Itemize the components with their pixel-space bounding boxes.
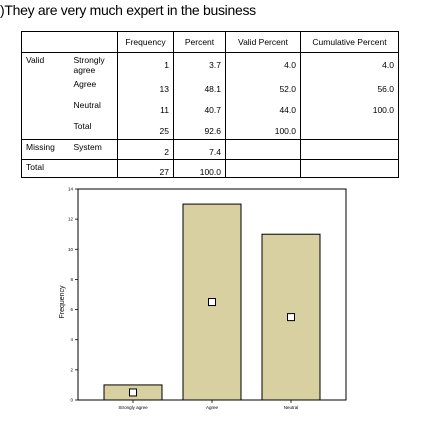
y-tick-label: 0 — [70, 398, 73, 403]
cell-percent: 92.6 — [173, 118, 226, 140]
row-label: Total — [69, 118, 118, 140]
table-header-row: Frequency Percent Valid Percent Cumulati… — [21, 31, 399, 53]
table-row: Missing System 2 7.4 — [21, 139, 399, 160]
y-tick-label: 10 — [68, 247, 74, 252]
frequency-table: Frequency Percent Valid Percent Cumulati… — [21, 31, 399, 178]
x-tick-label: Neutral — [284, 405, 299, 410]
x-tick-label: Agree — [206, 405, 219, 410]
cell-valid-percent — [225, 139, 301, 160]
cell-valid-percent: 44.0 — [225, 97, 301, 119]
cell-valid-percent: 100.0 — [225, 118, 301, 140]
y-axis: 0 2 4 6 8 10 12 14 — [68, 187, 78, 403]
bar-chart: Frequency 0 2 4 6 8 10 12 14 Strongly agree Agre… — [59, 187, 347, 410]
cell-frequency: 11 — [117, 97, 174, 119]
table-row: Agree 13 48.1 52.0 56.0 — [21, 76, 399, 98]
header-valid-percent: Valid Percent — [225, 31, 301, 53]
cell-cumulative-percent: 100.0 — [300, 97, 399, 119]
header-percent: Percent — [173, 31, 226, 53]
table-row: Neutral 11 40.7 44.0 100.0 — [21, 97, 399, 119]
cell-valid-percent — [225, 159, 301, 178]
cell-cumulative-percent: 4.0 — [300, 52, 399, 77]
cell-cumulative-percent — [300, 159, 399, 178]
y-tick-label: 8 — [70, 277, 73, 282]
cell-percent: 40.7 — [173, 97, 226, 119]
bar-marker — [208, 298, 216, 307]
row-group: Total — [21, 159, 70, 178]
x-axis: Strongly agree Agree Neutral — [118, 400, 298, 410]
y-tick-label: 4 — [70, 337, 73, 342]
cell-frequency: 1 — [117, 52, 174, 77]
cell-percent: 100.0 — [173, 159, 226, 178]
cell-cumulative-percent — [300, 139, 399, 160]
header-cumulative-percent: Cumulative Percent — [300, 31, 399, 53]
row-group — [21, 76, 70, 98]
row-group — [21, 97, 70, 119]
bar-marker — [287, 313, 295, 322]
header-frequency: Frequency — [117, 31, 174, 53]
table-row: Total 27 100.0 — [21, 159, 399, 178]
cell-cumulative-percent — [300, 118, 399, 140]
row-group — [21, 118, 70, 140]
y-axis-label: Frequency — [59, 285, 66, 319]
cell-frequency: 25 — [117, 118, 174, 140]
row-label: Neutral — [69, 97, 118, 119]
y-tick-label: 14 — [68, 187, 74, 192]
page-title: )They are very much expert in the busine… — [0, 2, 256, 18]
row-label — [69, 159, 118, 178]
row-group: Valid — [21, 52, 70, 77]
bar-marker — [129, 388, 137, 397]
y-tick-label: 12 — [68, 217, 74, 222]
x-tick-label: Strongly agree — [118, 405, 148, 410]
cell-percent: 48.1 — [173, 76, 226, 98]
cell-cumulative-percent: 56.0 — [300, 76, 399, 98]
cell-frequency: 2 — [117, 139, 174, 160]
cell-valid-percent: 52.0 — [225, 76, 301, 98]
cell-frequency: 27 — [117, 159, 174, 178]
table-row: Total 25 92.6 100.0 — [21, 118, 399, 140]
row-group: Missing — [21, 139, 70, 160]
cell-frequency: 13 — [117, 76, 174, 98]
bars — [103, 203, 321, 401]
row-label: System — [69, 139, 118, 160]
y-tick-label: 2 — [70, 367, 73, 372]
row-label: Strongly agree — [69, 52, 118, 77]
cell-percent: 7.4 — [173, 139, 226, 160]
table-row: Valid Strongly agree 1 3.7 4.0 4.0 — [21, 52, 399, 77]
cell-valid-percent: 4.0 — [225, 52, 301, 77]
cell-percent: 3.7 — [173, 52, 226, 77]
y-tick-label: 6 — [70, 307, 73, 312]
row-label: Agree — [69, 76, 118, 98]
